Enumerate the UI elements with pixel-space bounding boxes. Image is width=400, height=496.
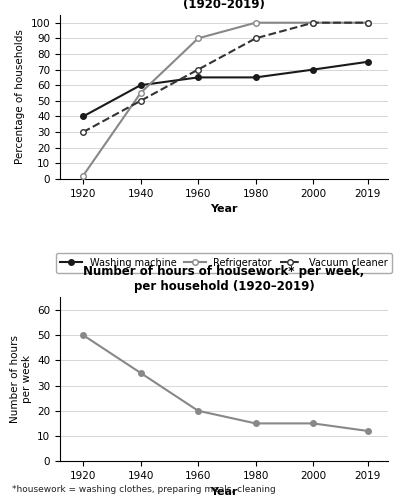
Title: Percentage of households with electrical appliances
(1920–2019): Percentage of households with electrical… xyxy=(51,0,397,11)
X-axis label: Year: Year xyxy=(210,204,238,214)
X-axis label: Year: Year xyxy=(210,487,238,496)
Text: *housework = washing clothes, preparing meals, cleaning: *housework = washing clothes, preparing … xyxy=(12,485,276,494)
Legend: Washing machine, Refrigerator, Vacuum cleaner: Washing machine, Refrigerator, Vacuum cl… xyxy=(56,253,392,272)
Title: Number of hours of housework* per week,
per household (1920–2019): Number of hours of housework* per week, … xyxy=(83,265,365,293)
Y-axis label: Percentage of households: Percentage of households xyxy=(15,29,25,164)
Y-axis label: Number of hours
per week: Number of hours per week xyxy=(10,335,32,423)
